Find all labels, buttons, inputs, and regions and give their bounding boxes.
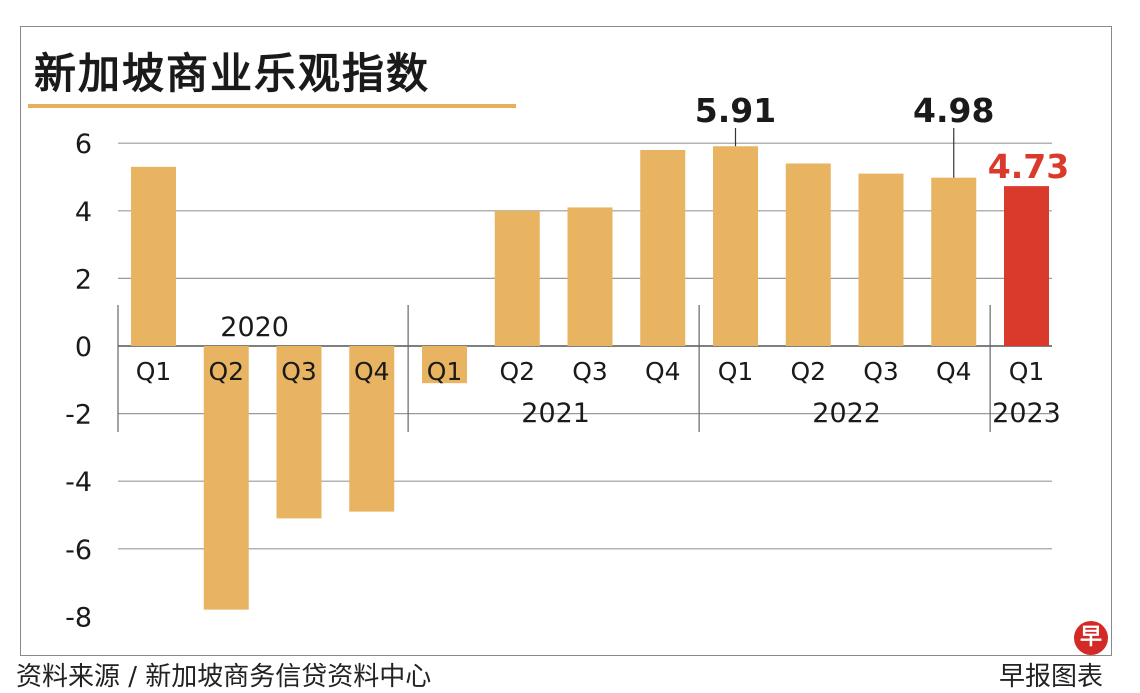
category-label: Q3 xyxy=(281,357,317,386)
bar xyxy=(931,177,977,346)
bar xyxy=(1004,186,1049,346)
y-tick-label: 2 xyxy=(75,264,92,295)
category-label: Q2 xyxy=(208,357,244,386)
bar xyxy=(713,146,758,346)
y-tick-label: 6 xyxy=(75,129,92,160)
brand-label: 早报图表 xyxy=(999,662,1104,692)
category-label: Q2 xyxy=(790,357,826,386)
category-label: Q1 xyxy=(136,357,172,386)
bar xyxy=(276,346,322,519)
bar xyxy=(785,163,831,346)
value-label: 5.91 xyxy=(695,91,776,130)
category-label: Q1 xyxy=(1009,357,1045,386)
category-label: Q4 xyxy=(936,357,972,386)
category-label: Q3 xyxy=(572,357,608,386)
year-label: 2021 xyxy=(521,398,590,429)
year-label: 2023 xyxy=(992,398,1061,429)
y-tick-label: -2 xyxy=(65,400,92,431)
value-labels: 5.91 4.98 4.73 xyxy=(695,91,1069,186)
category-labels: Q1 Q2 Q3 Q4 Q1 Q2 Q3 Q4 Q1 Q2 Q3 Q4 Q1 xyxy=(136,357,1045,386)
bar xyxy=(131,166,176,346)
bar xyxy=(203,346,249,610)
bar xyxy=(494,210,540,346)
year-labels: 2020 2021 2022 2023 xyxy=(220,312,1061,429)
source-note: 资料来源 / 新加坡商务信贷资料中心 xyxy=(16,662,432,692)
bar xyxy=(858,173,904,346)
y-tick-label: -4 xyxy=(65,467,92,498)
bar xyxy=(567,207,613,346)
y-tick-label: 4 xyxy=(75,197,92,228)
category-label: Q1 xyxy=(427,357,463,386)
chart-title: 新加坡商业乐观指数 xyxy=(34,49,431,98)
chart-frame xyxy=(20,26,1112,656)
y-tick-label: 0 xyxy=(75,332,92,363)
bar xyxy=(640,149,686,346)
value-label: 4.73 xyxy=(988,147,1069,186)
category-label: Q2 xyxy=(499,357,535,386)
year-label: 2020 xyxy=(220,312,289,343)
category-label: Q4 xyxy=(645,357,681,386)
year-label: 2022 xyxy=(812,398,881,429)
year-separators xyxy=(117,305,991,432)
category-label: Q1 xyxy=(718,357,754,386)
y-tick-label: -6 xyxy=(65,535,92,566)
bar xyxy=(422,346,467,384)
y-axis-tick-labels: 6 4 2 0 -2 -4 -6 -8 xyxy=(65,129,92,633)
value-label: 4.98 xyxy=(913,91,994,130)
title-underline xyxy=(28,104,516,108)
zaobao-logo-icon: 早 xyxy=(1074,621,1108,655)
category-label: Q4 xyxy=(354,357,390,386)
bar xyxy=(349,346,395,512)
bars xyxy=(131,146,1049,610)
y-tick-label: -8 xyxy=(65,602,92,633)
category-label: Q3 xyxy=(863,357,899,386)
